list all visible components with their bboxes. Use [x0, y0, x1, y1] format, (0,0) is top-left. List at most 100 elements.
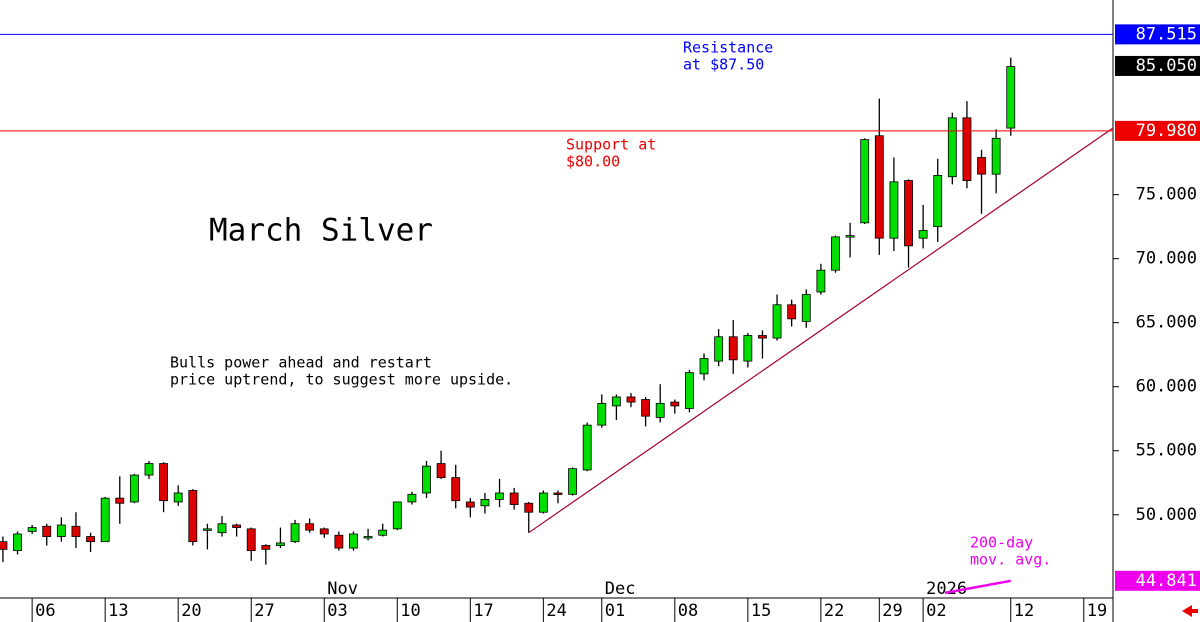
candle-body [568, 468, 577, 495]
candle-body [860, 139, 870, 224]
candle-body [714, 336, 724, 362]
x-tick-label: 12 [1014, 601, 1034, 621]
annotation: at $87.50 [683, 56, 764, 74]
candle-body [947, 117, 957, 178]
price-marker-label: 85.050 [1136, 56, 1197, 76]
candle-body [495, 492, 504, 500]
x-tick-label: 27 [254, 601, 274, 621]
candle-body [129, 474, 139, 503]
candle-body [465, 501, 475, 508]
candle-body [144, 463, 154, 476]
candle-body [933, 175, 943, 228]
x-tick-label: 02 [926, 601, 946, 621]
scroll-arrow[interactable] [1182, 605, 1198, 617]
candle-body [27, 527, 37, 532]
annotation: mov. avg. [970, 551, 1051, 569]
candle-body [991, 137, 1001, 175]
annotation: Resistance [683, 39, 773, 57]
y-tick-label: 75.000 [1136, 185, 1197, 205]
candle-body [290, 523, 300, 543]
candle-body [436, 463, 446, 479]
trendline [528, 127, 1114, 534]
x-tick-label: 24 [546, 601, 566, 621]
candle-body [918, 230, 928, 239]
candle-body [0, 541, 8, 550]
candle-body [100, 497, 110, 543]
candle-body [641, 399, 651, 417]
candle-body [699, 358, 709, 375]
candle-body [670, 401, 680, 407]
candle-body [582, 424, 592, 471]
candle-body [115, 497, 125, 504]
x-tick-label: 13 [108, 601, 128, 621]
month-label: Nov [327, 579, 358, 599]
x-tick-label: 29 [882, 601, 902, 621]
y-tick-label: 55.000 [1136, 441, 1197, 461]
y-tick-label: 65.000 [1136, 313, 1197, 333]
candle-body [874, 135, 884, 239]
price-marker-label: 87.515 [1136, 24, 1197, 44]
candle-body [1006, 66, 1016, 129]
x-tick-label: 01 [605, 601, 625, 621]
moving-average [944, 579, 1011, 595]
x-tick-label: 19 [1087, 601, 1107, 621]
annotation: Support at [566, 136, 656, 154]
candle-body [728, 336, 738, 361]
candle-body [451, 477, 461, 502]
candle-body [276, 542, 285, 546]
candle-body [188, 490, 198, 543]
candle-body [232, 524, 242, 528]
candle-body [611, 396, 621, 407]
candle-body [626, 396, 636, 403]
annotation: $80.00 [566, 153, 620, 171]
price-marker-label: 44.841 [1136, 571, 1197, 591]
price-marker [1115, 120, 1200, 141]
x-tick-label: 03 [327, 601, 347, 621]
candle-body [378, 529, 388, 536]
candle-body [889, 181, 899, 239]
price-marker [1115, 55, 1200, 76]
candle-body [801, 294, 811, 322]
y-tick-label: 50.000 [1136, 505, 1197, 525]
candle-body [977, 157, 986, 175]
candle-body [772, 304, 782, 339]
price-marker-label: 79.980 [1136, 121, 1197, 141]
x-tick-label: 15 [751, 601, 771, 621]
candle-body [392, 501, 402, 530]
candle-body [845, 235, 855, 238]
candle-body [261, 545, 271, 550]
price-marker [1115, 24, 1200, 45]
candle-body [42, 525, 52, 537]
candle-body [349, 533, 358, 549]
candle-body [71, 525, 81, 537]
candle-body [553, 492, 563, 495]
month-label: 2026 [926, 579, 967, 599]
candle-body [363, 536, 373, 539]
candle-body [217, 523, 227, 534]
candle-body [655, 402, 665, 418]
chart-title: March Silver [209, 213, 433, 249]
month-label: Dec [605, 579, 636, 599]
candle-body [831, 236, 840, 271]
candle-body [787, 304, 797, 320]
candle-body [173, 492, 183, 503]
candle-body [480, 499, 490, 507]
candle-body [904, 180, 913, 247]
x-tick-label: 08 [678, 601, 698, 621]
subtitle: Bulls power ahead and restart [170, 354, 432, 372]
candle-body [86, 536, 95, 543]
candle-body [685, 372, 694, 409]
candle-body [246, 528, 256, 552]
candle-body [305, 523, 315, 531]
candle-body [758, 335, 767, 339]
candle-body [13, 533, 22, 552]
x-tick-label: 10 [400, 601, 420, 621]
subtitle: price uptrend, to suggest more upside. [170, 371, 513, 389]
x-tick-label: 06 [35, 601, 55, 621]
candle-body [816, 269, 826, 293]
candle-body [524, 502, 534, 513]
candle-body [56, 524, 66, 537]
candle-body [202, 528, 212, 531]
x-tick-label: 20 [181, 601, 201, 621]
